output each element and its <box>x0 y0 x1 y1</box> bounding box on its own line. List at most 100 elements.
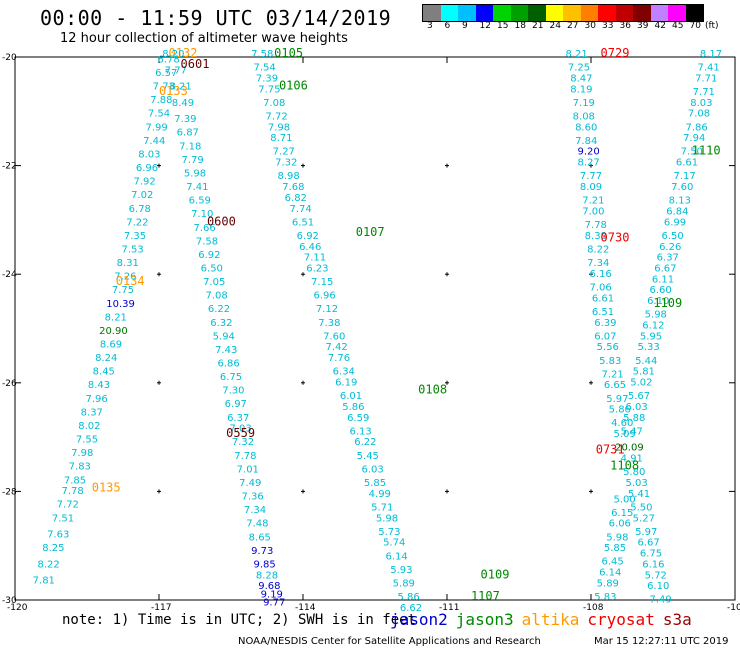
swh-value: 7.27 <box>273 147 295 158</box>
swh-value: 7.51 <box>52 513 74 524</box>
swh-value: 6.46 <box>299 242 321 253</box>
swh-value: 6.16 <box>589 269 611 280</box>
color-swatch <box>475 5 493 21</box>
pass-time-label: 1107 <box>471 589 500 603</box>
swh-value: 5.44 <box>635 356 657 367</box>
swh-value: 7.84 <box>575 136 597 147</box>
swh-value: 7.08 <box>263 98 285 109</box>
pass-time-label: 0730 <box>601 231 630 245</box>
lon-label: -114 <box>295 603 316 613</box>
swh-value: 7.54 <box>253 63 275 74</box>
swh-value: 7.30 <box>222 386 244 397</box>
swh-value: 5.89 <box>393 578 415 589</box>
swh-value: 9.68 <box>258 581 280 592</box>
color-swatch <box>598 5 616 21</box>
swh-value: 6.39 <box>594 318 616 329</box>
pass-time-label: 0108 <box>418 383 447 397</box>
swh-value: 7.98 <box>268 122 290 133</box>
swh-value: 6.03 <box>625 402 647 413</box>
swh-value: 7.76 <box>328 353 350 364</box>
swh-value: 7.42 <box>325 342 347 353</box>
color-scale-label: 39 <box>637 21 649 31</box>
swh-value: 6.62 <box>400 603 422 614</box>
pass-time-label: 0559 <box>226 426 255 440</box>
swh-value: 5.00 <box>613 494 635 505</box>
swh-value: 7.96 <box>85 394 107 405</box>
swh-value: 6.10 <box>647 581 669 592</box>
swh-value: 5.72 <box>645 570 667 581</box>
lat-label: -26 <box>2 379 17 389</box>
swh-value: 8.28 <box>256 570 278 581</box>
swh-value: 6.10 <box>647 296 669 307</box>
swh-value: 8.69 <box>100 340 122 351</box>
swh-value: 8.31 <box>117 258 139 269</box>
swh-value: 6.96 <box>136 163 158 174</box>
swh-value: 7.41 <box>186 182 208 193</box>
swh-value: 7.74 <box>289 204 311 215</box>
color-scale-label: 36 <box>619 21 631 31</box>
color-swatch <box>493 5 511 21</box>
swh-value: 8.03 <box>138 149 160 160</box>
color-swatch <box>650 5 668 21</box>
swh-value: 6.57 <box>155 68 177 79</box>
swh-value: 8.49 <box>172 98 194 109</box>
swh-value: 5.98 <box>184 168 206 179</box>
swh-value: 8.25 <box>42 543 64 554</box>
page-subtitle: 12 hour collection of altimeter wave hei… <box>60 31 348 46</box>
swh-value: 6.78 <box>157 54 179 65</box>
pass-time-label: 0133 <box>159 84 188 98</box>
swh-value: 7.81 <box>33 576 55 587</box>
swh-value: 5.86 <box>609 405 631 416</box>
swh-value: 20.90 <box>99 326 128 337</box>
color-swatch <box>563 5 581 21</box>
swh-value: 5.95 <box>640 331 662 342</box>
pass-time-label: 0600 <box>207 214 236 228</box>
swh-value: 6.16 <box>642 559 664 570</box>
swh-value: 5.85 <box>604 543 626 554</box>
satellite-legend-cryosat: cryosat <box>587 610 655 629</box>
swh-value: 8.21 <box>169 82 191 93</box>
swh-value: 5.03 <box>625 478 647 489</box>
swh-value: 6.19 <box>335 378 357 389</box>
swh-value: 6.34 <box>333 367 355 378</box>
swh-value: 6.32 <box>210 318 232 329</box>
swh-value: 7.34 <box>244 505 266 516</box>
swh-value: 7.72 <box>265 111 287 122</box>
swh-value: 6.50 <box>661 231 683 242</box>
color-swatch <box>545 5 563 21</box>
swh-value: 6.22 <box>354 437 376 448</box>
swh-value: 6.07 <box>594 331 616 342</box>
swh-value: 8.13 <box>669 196 691 207</box>
pass-time-label: 0109 <box>481 567 510 581</box>
swh-value: 7.86 <box>685 122 707 133</box>
color-scale-label: 15 <box>497 21 509 31</box>
swh-value: 7.38 <box>318 318 340 329</box>
swh-value: 6.37 <box>227 413 249 424</box>
lon-label: -105 <box>727 603 740 613</box>
page-title: 00:00 - 11:59 UTC 03/14/2019 <box>40 6 392 30</box>
swh-value: 6.15 <box>611 508 633 519</box>
color-scale-label: 12 <box>479 21 491 31</box>
swh-value: 6.61 <box>592 293 614 304</box>
swh-value: 7.88 <box>150 95 172 106</box>
swh-value: 7.60 <box>323 331 345 342</box>
swh-value: 5.45 <box>357 451 379 462</box>
pass-time-label: 0105 <box>274 46 303 60</box>
swh-value: 8.19 <box>570 84 592 95</box>
lat-label: -30 <box>2 596 17 606</box>
swh-value: 6.87 <box>177 128 199 139</box>
swh-value: 6.78 <box>129 204 151 215</box>
pass-time-label: 0729 <box>601 46 630 60</box>
satellite-legend-jason3: jason3 <box>455 610 514 629</box>
swh-value: 8.47 <box>570 73 592 84</box>
swh-value: 7.36 <box>241 492 263 503</box>
satellite-legend: jason2 jason3 altika cryosat s3a <box>390 610 700 629</box>
swh-value: 7.19 <box>573 98 595 109</box>
swh-value: 5.94 <box>213 331 235 342</box>
swh-value: 5.81 <box>633 367 655 378</box>
footer-timestamp: Mar 15 12:27:11 UTC 2019 <box>594 636 729 647</box>
swh-value: 7.26 <box>114 272 136 283</box>
swh-value: 6.13 <box>349 426 371 437</box>
lat-label: -24 <box>2 270 17 280</box>
